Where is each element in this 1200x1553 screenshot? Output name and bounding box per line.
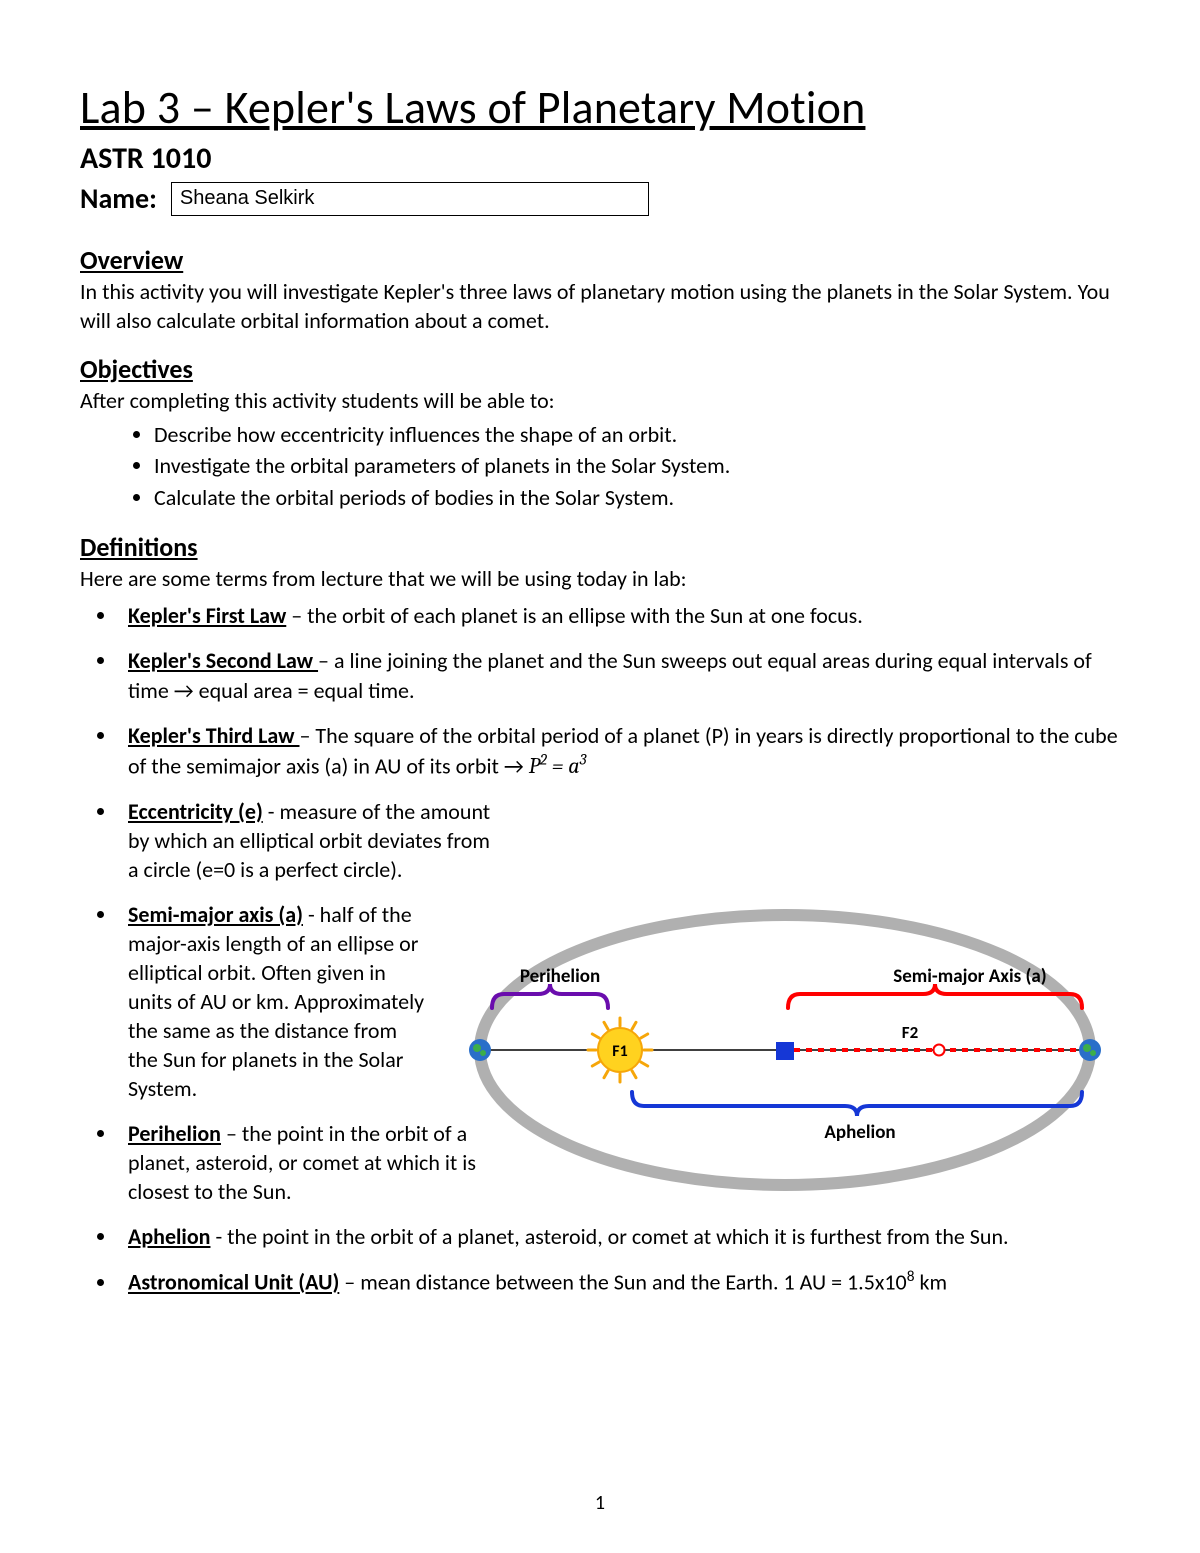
term-label: Aphelion: [128, 1223, 210, 1250]
svg-text:Semi-major Axis (a): Semi-major Axis (a): [893, 965, 1046, 988]
def-kepler-3: Kepler's Third Law – The square of the o…: [118, 721, 1120, 781]
objective-item: Calculate the orbital periods of bodies …: [154, 483, 1120, 513]
au-exponent: 8: [907, 1267, 915, 1286]
definitions-heading: Definitions: [80, 531, 1120, 563]
svg-text:F1: F1: [612, 1042, 627, 1061]
au-tail: km: [915, 1269, 948, 1296]
term-label: Astronomical Unit (AU): [128, 1269, 339, 1296]
term-text: – the orbit of each planet is an ellipse…: [286, 602, 863, 629]
svg-text:F2: F2: [902, 1022, 919, 1043]
term-text: - half of the major-axis length of an el…: [128, 901, 424, 1102]
def-eccentricity: Eccentricity (e) - measure of the amount…: [118, 797, 1120, 884]
def-kepler-2: Kepler's Second Law – a line joining the…: [118, 646, 1120, 704]
overview-heading: Overview: [80, 244, 1120, 276]
term-text: – mean distance between the Sun and the …: [339, 1269, 906, 1296]
svg-text:Perihelion: Perihelion: [520, 965, 600, 988]
term-label: Kepler's First Law: [128, 602, 286, 629]
name-label: Name:: [80, 181, 157, 216]
orbit-svg: F1 F2 Perihelion Semi-major Axis (a) Aphelio…: [430, 900, 1140, 1200]
course-code: ASTR 1010: [80, 140, 1120, 177]
equation: P2 = a3: [529, 753, 587, 779]
svg-text:Aphelion: Aphelion: [824, 1121, 895, 1144]
def-au: Astronomical Unit (AU) – mean distance b…: [118, 1267, 1120, 1296]
term-label: Kepler's Third Law: [128, 722, 300, 749]
orbit-diagram: F1 F2 Perihelion Semi-major Axis (a) Aphelio…: [430, 900, 1140, 1200]
page-number: 1: [595, 1491, 605, 1515]
objective-item: Describe how eccentricity influences the…: [154, 420, 1120, 450]
lab-title: Lab 3 – Kepler's Laws of Planetary Motio…: [80, 80, 1120, 136]
objective-item: Investigate the orbital parameters of pl…: [154, 451, 1120, 481]
name-row: Name: Sheana Selkirk: [80, 181, 1120, 216]
term-label: Kepler's Second Law: [128, 647, 318, 674]
term-label: Perihelion: [128, 1120, 221, 1147]
def-aphelion: Aphelion - the point in the orbit of a p…: [118, 1222, 1120, 1251]
definitions-intro: Here are some terms from lecture that we…: [80, 565, 1120, 594]
objectives-heading: Objectives: [80, 353, 1120, 385]
def-kepler-1: Kepler's First Law – the orbit of each p…: [118, 601, 1120, 630]
objectives-list: Describe how eccentricity influences the…: [80, 420, 1120, 513]
objectives-intro: After completing this activity students …: [80, 387, 1120, 416]
student-name-field[interactable]: Sheana Selkirk: [171, 182, 649, 216]
term-label: Eccentricity (e): [128, 798, 263, 825]
term-label: Semi-major axis (a): [128, 901, 303, 928]
overview-text: In this activity you will investigate Ke…: [80, 278, 1120, 335]
term-text: - the point in the orbit of a planet, as…: [210, 1223, 1008, 1250]
